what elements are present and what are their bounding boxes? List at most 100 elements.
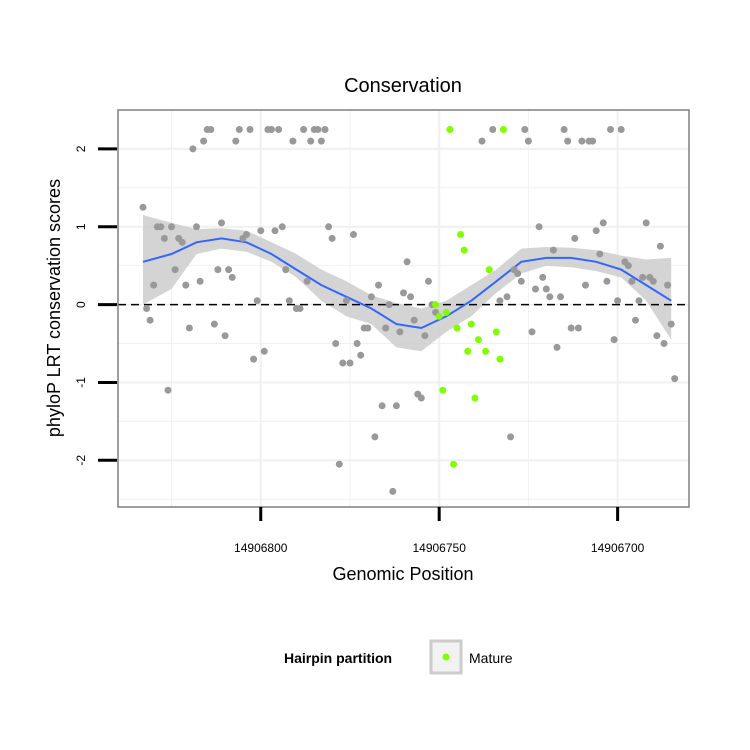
- data-point: [171, 266, 179, 274]
- data-point: [389, 487, 397, 495]
- data-point: [303, 277, 311, 285]
- data-point: [193, 223, 200, 231]
- data-point-mature: [439, 386, 447, 394]
- confidence-ribbon-layer: [143, 215, 672, 352]
- data-point: [221, 332, 229, 340]
- x-tick-label: 14906750: [412, 541, 466, 555]
- legend: Hairpin partition Mature: [284, 639, 513, 675]
- data-point: [599, 219, 607, 227]
- data-point: [539, 273, 547, 281]
- y-axis: -2 -1 0 1 2: [74, 145, 117, 466]
- data-point: [417, 394, 425, 402]
- data-point-mature: [442, 308, 450, 316]
- data-point: [300, 126, 308, 133]
- data-point: [150, 281, 158, 289]
- data-point-mature: [471, 394, 479, 402]
- data-point: [228, 273, 236, 281]
- data-point: [157, 223, 165, 231]
- data-point: [235, 126, 243, 133]
- data-point: [478, 137, 486, 145]
- data-point: [207, 126, 215, 133]
- smooth-line: [142, 237, 672, 330]
- data-point: [342, 297, 350, 305]
- data-point: [278, 223, 286, 231]
- data-point: [164, 386, 172, 394]
- data-point: [260, 347, 268, 355]
- data-point-mature: [464, 347, 472, 355]
- x-tick-label: 14906800: [234, 541, 288, 555]
- data-point: [603, 277, 611, 285]
- data-point: [489, 126, 497, 133]
- data-point: [635, 297, 643, 305]
- data-point: [532, 285, 539, 293]
- y-tick-label: 1: [74, 223, 88, 230]
- data-point: [496, 297, 504, 305]
- data-point: [218, 219, 225, 227]
- data-point: [375, 281, 382, 289]
- points-layer-mature: [432, 126, 507, 468]
- data-point: [639, 273, 647, 281]
- data-point: [357, 351, 365, 359]
- y-tick-label: 0: [74, 301, 88, 308]
- data-point: [307, 137, 315, 145]
- data-point: [232, 137, 240, 145]
- data-point: [671, 375, 679, 383]
- data-point: [632, 316, 639, 324]
- data-point: [285, 297, 293, 305]
- data-point: [317, 137, 325, 145]
- y-tick-label: -2: [74, 455, 88, 466]
- data-point-mature: [496, 355, 504, 363]
- data-point: [335, 460, 343, 468]
- data-point: [649, 277, 657, 285]
- data-point: [549, 246, 557, 254]
- y-tick-label: -1: [74, 377, 88, 388]
- grid: [118, 110, 689, 507]
- data-point: [243, 231, 250, 238]
- data-point: [574, 324, 582, 332]
- data-point: [178, 238, 186, 246]
- data-point: [571, 234, 579, 242]
- data-point: [350, 231, 357, 238]
- data-point: [296, 305, 304, 312]
- x-axis-title: Genomic Position: [332, 564, 473, 584]
- y-axis-title: phyloP LRT conservation scores: [44, 179, 64, 437]
- data-point: [507, 433, 515, 441]
- data-point: [410, 316, 418, 324]
- data-point-mature: [435, 312, 443, 320]
- data-point: [396, 328, 404, 336]
- smooth-line-layer: [142, 237, 672, 330]
- data-point: [514, 270, 522, 277]
- chart-title: Conservation: [344, 75, 462, 97]
- data-point: [546, 293, 554, 301]
- data-point: [189, 145, 197, 153]
- points-layer-other: [139, 126, 679, 495]
- data-point: [378, 402, 386, 410]
- data-point: [614, 297, 622, 305]
- data-point: [607, 126, 614, 133]
- data-point: [542, 285, 550, 293]
- data-point: [660, 340, 668, 347]
- data-point: [667, 320, 675, 328]
- data-point-mature: [482, 347, 490, 355]
- data-point: [596, 250, 604, 258]
- y-tick-label: 2: [74, 145, 88, 152]
- data-point: [146, 316, 154, 324]
- data-point-mature: [485, 266, 493, 274]
- data-point: [332, 340, 340, 347]
- data-point: [160, 234, 168, 242]
- data-point: [168, 223, 175, 231]
- data-point: [214, 266, 222, 274]
- data-point-mature: [453, 324, 461, 332]
- data-point-mature: [460, 246, 468, 254]
- data-point: [592, 227, 600, 235]
- data-point: [382, 324, 390, 332]
- x-tick-label: 14906700: [591, 541, 645, 555]
- legend-title: Hairpin partition: [284, 650, 392, 666]
- data-point-mature: [492, 328, 500, 336]
- x-axis: 14906800 14906750 14906700: [234, 507, 645, 555]
- data-point: [624, 262, 632, 270]
- data-point-mature: [467, 320, 475, 328]
- data-point: [407, 293, 415, 301]
- data-point: [143, 305, 151, 312]
